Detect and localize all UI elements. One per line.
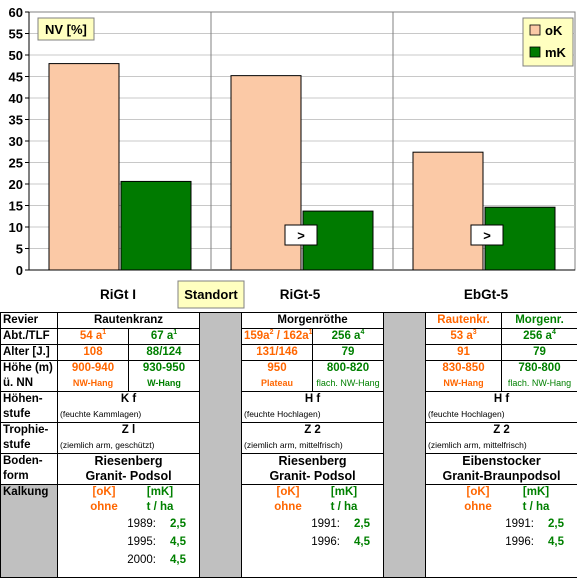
legend: oK mK [522,17,574,67]
abt-c3a: 53 a3 [425,328,502,345]
hoehe-c1b: 930-950 W-Hang [128,360,200,392]
revier-c3a: Rautenkr. [425,312,502,329]
row-label: Trophie-stufe [0,422,58,454]
chart-title: NV [%] [45,22,87,37]
trophie-c1: Z l (ziemlich arm, geschützt) [57,422,200,454]
bar-ok-2 [412,151,484,271]
category-label-ebgt-5: EbGt-5 [464,287,509,302]
revier-c2: Morgenröthe [241,312,384,329]
y-tick-label: 40 [9,91,23,106]
hoehenstufe-c3: H f (feuchte Hochlagen) [425,391,577,423]
table-row-alter: Alter [J.] 108 88/124 131/146 79 91 79 [0,344,577,361]
grid-lines [29,33,575,249]
table-row-hoehenstufe: Höhen-stufe K f (feuchte Kammlagen) H f (f… [0,391,577,423]
hoehenstufe-c2: H f (feuchte Hochlagen) [241,391,384,423]
y-tick-label: 15 [9,199,23,214]
alter-c1b: 88/124 [128,344,200,361]
legend-label-mk: mK [545,45,567,60]
category-label-rigt-5: RiGt-5 [280,287,321,302]
legend-swatch-ok [529,24,541,36]
row-label: Höhen-stufe [0,391,58,423]
standort-label-box: Standort [177,280,245,309]
hoehe-c2a: 950 Plateau [241,360,313,392]
kalkung-c3: [oK] ohne [mK] t / ha 1991: 2,5 1996: 4,5 [425,484,577,578]
category-label-rigt-i: RiGt I [100,287,136,302]
spacer-column [383,312,426,578]
alter-c3a: 91 [425,344,502,361]
hoehenstufe-c1: K f (feuchte Kammlagen) [57,391,200,423]
row-label: Kalkung [0,484,58,578]
chart-title-box: NV [%] [37,17,95,41]
boden-c3: Eibenstocker Granit-Braunpodsol [425,453,577,485]
alter-c1a: 108 [57,344,129,361]
abt-c1a: 54 a1 [57,328,129,345]
marker-label: > [297,228,305,243]
y-tick-label: 10 [9,220,23,235]
row-label: Revier [0,312,58,329]
table-row-hoehe: Höhe (m) ü. NN 900-940 NW-Hang 930-950 W-Ha… [0,360,577,392]
alter-c2a: 131/146 [241,344,313,361]
y-tick-label: 55 [9,27,23,42]
table-row-trophie: Trophie-stufe Z l (ziemlich arm, geschütz… [0,422,577,454]
alter-c2b: 79 [312,344,384,361]
trophie-c2: Z 2 (ziemlich arm, mittelfrisch) [241,422,384,454]
y-axis-ticks: 0 5 10 15 20 25 30 35 40 45 50 55 60 [9,5,29,278]
abt-c1b: 67 a1 [128,328,200,345]
boden-c2: Riesenberg Granit- Podsol [241,453,384,485]
site-info-table: Revier Rautenkranz Morgenröthe Rautenkr.… [0,312,577,578]
spacer-column [199,312,242,578]
y-tick-label: 20 [9,177,23,192]
row-label: Boden-form [0,453,58,485]
kalkung-c2: [oK] ohne [mK] t / ha 1991: 2,5 1996: 4,5 [241,484,384,578]
standort-label: Standort [184,287,238,302]
hoehe-c2b: 800-820 flach. NW-Hang [312,360,384,392]
marker-box-1: > [284,224,318,246]
row-label: Alter [J.] [0,344,58,361]
revier-c1: Rautenkranz [57,312,200,329]
table-row-kalkung: Kalkung [oK] ohne [mK] t / ha 1989: 2,5 1995… [0,484,577,578]
abt-c2a: 159a2 / 162a1 [241,328,313,345]
abt-c3b: 256 a4 [501,328,577,345]
hoehe-c3b: 780-800 flach. NW-Hang [501,360,577,392]
abt-c2b: 256 a4 [312,328,384,345]
bar-ok-0 [48,63,120,271]
y-tick-label: 45 [9,70,23,85]
y-tick-label: 35 [9,113,23,128]
marker-label: > [483,228,491,243]
hoehe-c1a: 900-940 NW-Hang [57,360,129,392]
row-label: Höhe (m) ü. NN [0,360,58,392]
y-tick-label: 0 [16,263,23,278]
boden-c1: Riesenberg Granit- Podsol [57,453,200,485]
bar-mk-0 [120,180,192,271]
table-row-revier: Revier Rautenkranz Morgenröthe Rautenkr.… [0,312,577,578]
y-tick-label: 60 [9,5,23,20]
table-row-abt: Abt./TLF 54 a1 67 a1 159a2 / 162a1 256 a… [0,328,577,345]
kalkung-c1: [oK] ohne [mK] t / ha 1989: 2,5 1995: 4,5 200… [57,484,200,578]
y-tick-label: 5 [16,242,23,257]
hoehe-c3a: 830-850 NW-Hang [425,360,502,392]
y-tick-label: 50 [9,48,23,63]
row-label: Abt./TLF [0,328,58,345]
table-row-boden: Boden-form Riesenberg Granit- Podsol Ries… [0,453,577,485]
y-tick-label: 25 [9,156,23,171]
revier-c3b: Morgenr. [501,312,577,329]
legend-swatch-mk [529,46,541,58]
y-tick-label: 30 [9,134,23,149]
legend-label-ok: oK [545,23,563,38]
trophie-c3: Z 2 (ziemlich arm, mittelfrisch) [425,422,577,454]
alter-c3b: 79 [501,344,577,361]
marker-box-2: > [470,224,504,246]
